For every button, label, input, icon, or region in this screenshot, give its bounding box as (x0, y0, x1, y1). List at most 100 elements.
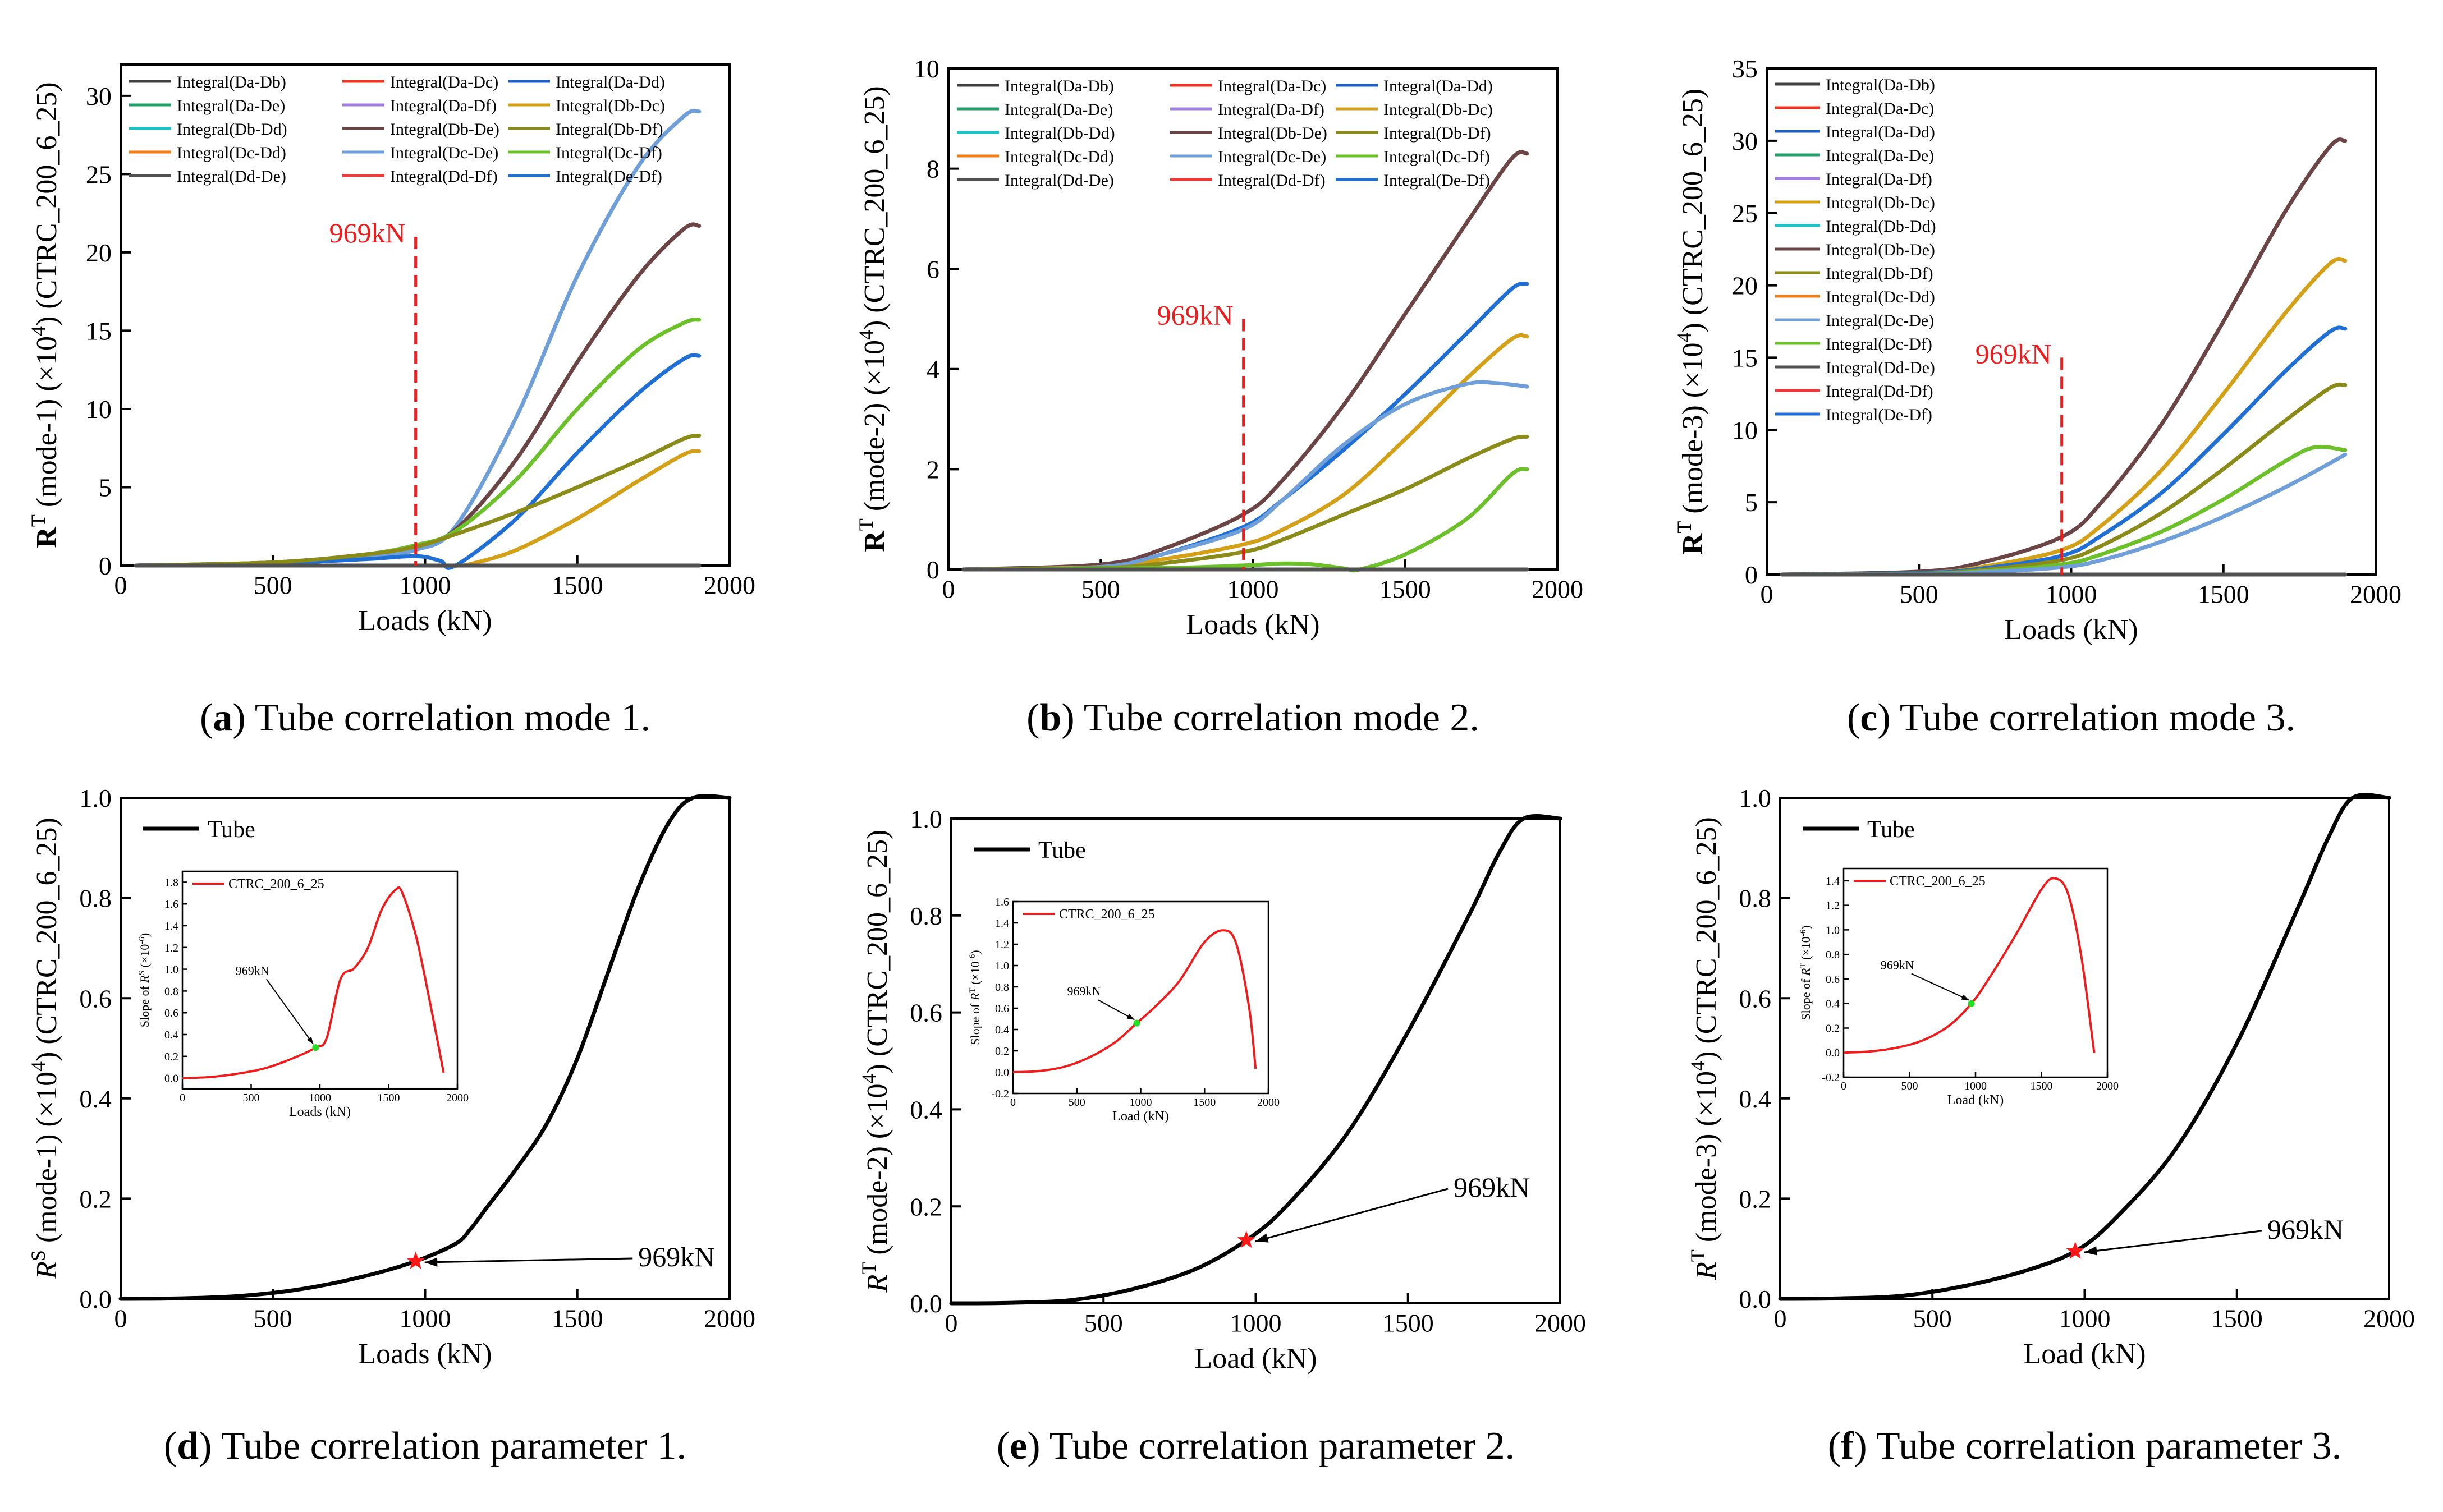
y-axis-label-tail: ) (CTRC_200_6_25) (861, 830, 893, 1074)
chart-c: 0 500 1000 1500 2000 0 5 10 15 20 25 30 35 Loads (kN)… (1673, 54, 2401, 739)
legend-entry: Integral(De-Df) (1383, 171, 1490, 190)
inset-y-tick-label: 1.4 (164, 920, 178, 932)
main-y-tick-label: 0 (1745, 560, 1758, 589)
main-y-tick-label: 0.6 (79, 984, 112, 1013)
main-x-tick-label: 0 (942, 575, 955, 604)
inset-y-label-exp: -6 (1799, 929, 1808, 936)
legend-entry: Integral(Dc-De) (1218, 148, 1326, 166)
legend-entry: Integral(Da-Dd) (1383, 77, 1493, 95)
inset-y-label-it: R (137, 975, 152, 984)
main-y-tick-label: 25 (1732, 199, 1758, 228)
inset-y-tick-label: 0.8 (164, 985, 178, 998)
inset-frame (181, 870, 459, 1090)
legend-entry: Tube (1038, 838, 1086, 863)
main-x-tick-label: 1000 (400, 571, 451, 600)
marker-star (1237, 1230, 1255, 1248)
inset-y-label-end: ) (968, 950, 982, 954)
inset-marker-dot (1133, 1019, 1140, 1027)
legend-entry: Integral(Da-Db) (177, 73, 286, 91)
inset-y-tick-label: 1.4 (1826, 875, 1840, 888)
inset-y-label-main: Slope of (1799, 976, 1813, 1020)
inset-x-tick-label: 0 (1010, 1096, 1016, 1109)
y-axis-label-rest: (mode-3) (×10 (1690, 1071, 1722, 1249)
y-axis-label-sup: S (27, 1250, 49, 1261)
legend-entry: Integral(Db-Dc) (1826, 194, 1935, 212)
inset-y-label-main: Slope of (968, 1000, 982, 1045)
y-axis-label-main: R (859, 530, 891, 552)
legend-entry: Integral(Da-De) (177, 96, 285, 115)
legend-entry: Integral(Dc-Dd) (177, 144, 286, 162)
y-axis-label-sup: T (858, 1262, 880, 1275)
legend-entry: Integral(Da-De) (1826, 146, 1934, 165)
legend-entry: Integral(Db-Dd) (1826, 217, 1936, 236)
y-axis-label-tail: ) (CTRC_200_6_25) (31, 82, 63, 326)
y-axis-label-sup: T (855, 518, 877, 531)
annotation-label: 969kN (638, 1241, 714, 1272)
main-y-tick-label: 0.4 (1739, 1084, 1771, 1113)
inset-y-label-end: ) (1799, 925, 1813, 929)
legend: Integral(Da-Db) Integral(Da-Dc) Integral(D… (1775, 76, 1936, 424)
main-y-tick-label: 10 (1732, 416, 1758, 444)
legend-entry: Integral(Dc-Df) (1826, 335, 1932, 353)
panel-caption-letter: c (1860, 696, 1877, 739)
main-x-tick-label: 0 (1761, 580, 1773, 609)
inset-x-tick-label: 0 (1841, 1080, 1846, 1092)
panel-caption-letter: f (1841, 1424, 1854, 1468)
main-y-tick-label: 0.8 (910, 902, 942, 930)
main-x-tick-label: 2000 (2363, 1304, 2415, 1333)
main-y-tick-label: 0.2 (1739, 1185, 1771, 1214)
legend-entry: Tube (208, 817, 255, 843)
inset-y-tick-label: 1.2 (995, 939, 1009, 951)
inset-y-label-exp: -6 (137, 937, 146, 944)
series-line-De-Df (134, 353, 702, 570)
y-axis-label-exp: 4 (27, 1061, 49, 1072)
panel-caption-open: ( (200, 696, 213, 739)
inset-y-tick-label: 0.4 (164, 1029, 178, 1041)
panel-caption-letter: b (1039, 696, 1061, 739)
main-y-tick-label: 15 (86, 317, 112, 346)
main-x-tick-label: 1000 (2059, 1304, 2111, 1333)
main-x-tick-label: 2000 (1534, 1309, 1586, 1338)
panel-caption: (e) Tube correlation parameter 2. (997, 1424, 1515, 1468)
main-x-tick-label: 1500 (552, 1304, 603, 1333)
legend-entry: Integral(Db-Df) (1826, 264, 1933, 283)
main-x-tick-label: 500 (1913, 1304, 1952, 1333)
inset-y-tick-label: 0.0 (164, 1073, 178, 1085)
main-x-tick-label: 0 (945, 1309, 958, 1338)
legend-entry: Integral(Dd-De) (177, 167, 286, 186)
main-y-tick-label: 0 (927, 555, 939, 584)
y-axis-label-exp: 4 (858, 1073, 880, 1083)
inset-x-tick-label: 0 (180, 1092, 185, 1104)
legend-entry: Integral(Da-Dd) (1826, 123, 1935, 141)
legend-entry: Integral(Db-Df) (1383, 124, 1491, 143)
inset-y-tick-label: 0.0 (995, 1067, 1009, 1079)
y-axis-label-sup: T (27, 514, 49, 527)
annotation-arrow-head (2084, 1246, 2098, 1256)
main-y-tick-label: 0.0 (79, 1285, 112, 1313)
annotation-arrow-shaft (424, 1257, 633, 1263)
inset-y-tick-label: 0.0 (1826, 1047, 1840, 1059)
panel-caption: (c) Tube correlation mode 3. (1847, 696, 2295, 739)
inset-marker-dot (1968, 1000, 1975, 1007)
inset-annotation-arrow-shaft (1911, 973, 1970, 1001)
main-x-tick-label: 500 (1084, 1309, 1123, 1338)
inset-marker-dot (312, 1044, 319, 1051)
x-axis-label: Loads (kN) (1186, 609, 1319, 641)
y-axis-label-rest: (mode-3) (×10 (1677, 343, 1709, 521)
inset-x-axis-label: Load (kN) (1947, 1093, 2004, 1107)
inset-x-tick-label: 1500 (378, 1092, 400, 1104)
legend-entry: Integral(Dd-Df) (390, 167, 498, 186)
main-x-tick-label: 0 (114, 1304, 127, 1333)
series-line-Dc-De (961, 380, 1529, 572)
inset-x-tick-label: 500 (243, 1092, 260, 1104)
inset-y-tick-label: 0.6 (1826, 973, 1840, 986)
legend-entry: Integral(De-Df) (1826, 406, 1932, 424)
inset-y-tick-label: 0.2 (1826, 1022, 1840, 1035)
inset-y-tick-label: 1.8 (164, 876, 178, 889)
main-x-tick-label: 2000 (1532, 575, 1583, 604)
main-y-tick-label: 6 (927, 255, 939, 283)
legend-entry: Integral(Dc-De) (1826, 311, 1934, 330)
main-y-tick-label: 0.6 (910, 999, 942, 1027)
panel-caption-text: ) Tube correlation mode 2. (1061, 696, 1479, 739)
legend-entry: Integral(Dd-De) (1005, 171, 1114, 190)
